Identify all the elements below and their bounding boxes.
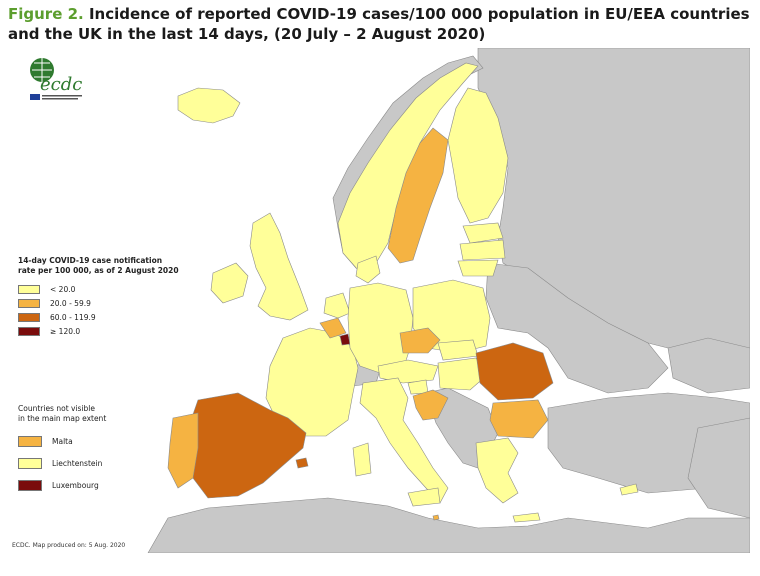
croatia <box>412 389 449 421</box>
small-country-row: Luxembourg <box>18 474 198 496</box>
legend-swatch <box>18 298 40 308</box>
small-country-label: Malta <box>52 436 73 446</box>
legend-swatch <box>18 312 40 322</box>
legend-title-line1: 14-day COVID-19 case notification <box>18 256 163 265</box>
legend-row: < 20.0 <box>18 282 198 296</box>
netherlands <box>323 292 351 319</box>
sweden <box>387 127 449 264</box>
malta <box>432 514 440 521</box>
ecdc-logo-graphic: ecdc <box>30 58 82 100</box>
united-kingdom <box>249 212 309 321</box>
sardinia <box>352 442 372 477</box>
finland <box>447 87 509 224</box>
map-legend: 14-day COVID-19 case notification rate p… <box>18 256 198 338</box>
legend-row: 20.0 - 59.9 <box>18 296 198 310</box>
logo-text: ecdc <box>40 74 82 95</box>
hungary <box>437 357 487 391</box>
small-countries-title-line1: Countries not visible <box>18 404 95 413</box>
bulgaria <box>489 399 549 439</box>
lithuania <box>457 259 499 277</box>
ecdc-logo: ecdc <box>18 52 98 104</box>
small-country-label: Luxembourg <box>52 480 99 490</box>
figure-title: Figure 2. Incidence of reported COVID-19… <box>8 4 752 44</box>
legend-row: ≥ 120.0 <box>18 324 198 338</box>
ireland <box>210 262 249 304</box>
map-credit: ECDC. Map produced on: 5 Aug. 2020 <box>12 542 126 549</box>
legend-row: 60.0 - 119.9 <box>18 310 198 324</box>
legend-label: 60.0 - 119.9 <box>50 312 96 322</box>
legend-title-line2: rate per 100 000, as of 2 August 2020 <box>18 266 179 275</box>
austria <box>377 359 439 384</box>
portugal <box>167 412 199 489</box>
non-eu-land <box>147 48 750 553</box>
caucasus-region <box>667 337 750 394</box>
legend-label: 20.0 - 59.9 <box>50 298 91 308</box>
small-countries-title-line2: in the main map extent <box>18 414 107 423</box>
ukraine-belarus-region <box>485 262 669 394</box>
italy <box>359 377 449 504</box>
belgium <box>319 317 347 339</box>
figure-title-text: Incidence of reported COVID-19 cases/100… <box>8 5 750 43</box>
cyprus <box>619 483 639 496</box>
balearic-islands <box>295 457 309 469</box>
small-countries-legend: Countries not visible in the main map ex… <box>18 404 198 496</box>
denmark <box>355 255 381 284</box>
figure-label: Figure 2. <box>8 5 84 23</box>
map-container <box>8 48 750 553</box>
small-country-row: Malta <box>18 430 198 452</box>
small-country-row: Liechtenstein <box>18 452 198 474</box>
small-countries-title: Countries not visible in the main map ex… <box>18 404 198 424</box>
estonia <box>462 222 504 244</box>
luxembourg <box>339 333 351 346</box>
sicily <box>407 487 441 507</box>
small-country-swatch <box>18 435 42 447</box>
small-country-swatch <box>18 479 42 491</box>
legend-title: 14-day COVID-19 case notification rate p… <box>18 256 198 276</box>
legend-label: ≥ 120.0 <box>50 326 81 336</box>
small-country-swatch <box>18 457 42 469</box>
legend-swatch <box>18 284 40 294</box>
middle-east-region <box>687 417 750 519</box>
europe-map <box>8 48 750 553</box>
germany <box>347 282 414 374</box>
greece <box>475 437 519 504</box>
legend-swatch <box>18 326 40 336</box>
norway <box>337 62 479 271</box>
crete <box>512 512 541 523</box>
eu-countries <box>167 62 639 523</box>
czechia <box>399 327 441 354</box>
latvia <box>459 239 506 261</box>
north-africa-region <box>147 497 750 553</box>
iceland <box>177 87 241 124</box>
legend-label: < 20.0 <box>50 284 76 294</box>
small-country-label: Liechtenstein <box>52 458 103 468</box>
romania <box>475 342 554 401</box>
